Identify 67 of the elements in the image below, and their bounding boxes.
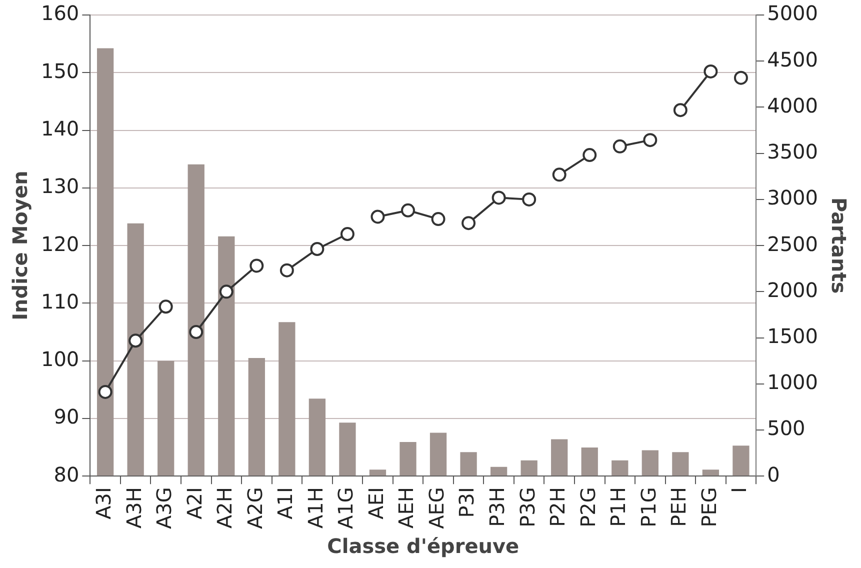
- bar: [278, 322, 296, 476]
- bar: [490, 466, 508, 476]
- x-tick-label: P3I: [454, 487, 479, 518]
- bar: [672, 452, 689, 476]
- bar: [702, 470, 720, 476]
- x-tick-label: A3G: [152, 487, 176, 529]
- y2-tick-label: 0: [767, 462, 780, 486]
- y2-tick-label: 2500: [767, 232, 818, 256]
- bar: [732, 446, 750, 476]
- x-tick-label: P1G: [636, 487, 660, 528]
- y-tick-label: 150: [40, 58, 80, 83]
- bar: [188, 164, 204, 476]
- bar: [460, 452, 477, 476]
- y2-tick-label: 4500: [767, 47, 818, 72]
- y-tick-label: 140: [40, 116, 80, 140]
- x-tick-label: P1H: [606, 487, 630, 527]
- x-tick-label: A1G: [334, 487, 358, 529]
- y2-tick-label: 4000: [767, 93, 818, 118]
- y-tick-label: 90: [54, 404, 80, 429]
- x-tick-label: PEG: [696, 487, 721, 528]
- bar: [520, 460, 538, 476]
- x-tick-label: AEG: [424, 487, 448, 529]
- x-tick-label: P2H: [546, 487, 570, 527]
- y-tick-label: 100: [40, 347, 80, 372]
- x-tick-label: A2G: [242, 487, 267, 529]
- y2-tick-label: 2000: [767, 278, 818, 302]
- bar: [339, 422, 356, 476]
- y2-tick-label: 3000: [767, 186, 818, 210]
- y2-axis-title: Partants: [826, 197, 851, 294]
- bar: [551, 439, 568, 476]
- bar: [369, 470, 386, 476]
- y-tick-label: 80: [54, 462, 80, 486]
- y2-tick-label: 5000: [767, 1, 818, 26]
- y-axis-title: Indice Moyen: [8, 170, 32, 320]
- x-tick-label: AEH: [394, 487, 418, 528]
- bar: [127, 223, 144, 476]
- y2-tick-label: 1500: [767, 324, 818, 348]
- x-tick-label: A3I: [92, 487, 116, 520]
- bar: [158, 360, 174, 476]
- x-tick-label: A2I: [182, 487, 206, 520]
- x-tick-label: A1H: [303, 487, 328, 529]
- y2-tick-label: 3500: [767, 140, 818, 164]
- x-tick-label: A2H: [212, 487, 237, 529]
- bar: [96, 48, 114, 476]
- x-tick-label: P3H: [485, 487, 510, 527]
- bar: [218, 236, 235, 476]
- x-tick-label: A1I: [273, 487, 298, 520]
- y2-tick-label: 500: [767, 416, 806, 440]
- x-tick-label: P3G: [515, 487, 540, 528]
- bar: [581, 448, 598, 476]
- y-tick-label: 110: [40, 289, 80, 314]
- bar: [642, 450, 658, 476]
- bar: [308, 398, 326, 476]
- bar: [400, 442, 416, 476]
- bar: [612, 460, 628, 476]
- x-tick-label: P2G: [576, 487, 600, 528]
- x-tick-label: I: [727, 487, 752, 493]
- y-tick-label: 160: [40, 1, 80, 26]
- y2-tick-label: 1000: [767, 370, 818, 394]
- x-tick-label: A3H: [122, 487, 146, 529]
- x-tick-label: AEI: [364, 487, 388, 520]
- y-tick-label: 130: [40, 174, 80, 198]
- x-tick-label: PEH: [666, 487, 691, 527]
- bar: [248, 358, 265, 476]
- x-axis-title: Classe d'épreuve: [327, 534, 520, 558]
- y-tick-label: 120: [40, 232, 80, 256]
- bar: [430, 432, 447, 476]
